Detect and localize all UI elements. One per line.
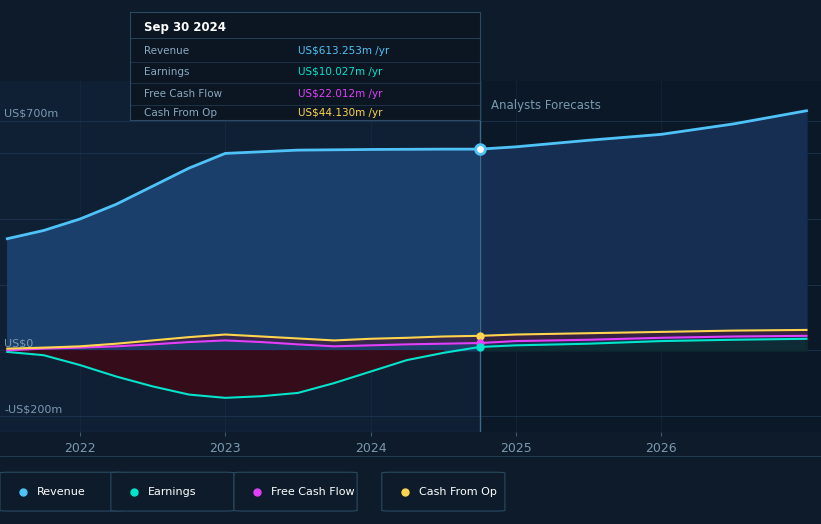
Bar bbox=[479, 81, 821, 432]
FancyBboxPatch shape bbox=[234, 472, 357, 511]
Text: Analysts Forecasts: Analysts Forecasts bbox=[491, 99, 601, 112]
Text: Revenue: Revenue bbox=[37, 487, 85, 497]
Text: Free Cash Flow: Free Cash Flow bbox=[271, 487, 355, 497]
Text: US$700m: US$700m bbox=[4, 109, 58, 119]
FancyBboxPatch shape bbox=[0, 472, 123, 511]
Text: US$22.012m /yr: US$22.012m /yr bbox=[298, 89, 383, 99]
FancyBboxPatch shape bbox=[382, 472, 505, 511]
Text: Revenue: Revenue bbox=[144, 46, 189, 56]
Text: -US$200m: -US$200m bbox=[4, 404, 62, 414]
Text: Past: Past bbox=[443, 99, 468, 112]
Text: Sep 30 2024: Sep 30 2024 bbox=[144, 20, 226, 34]
Text: Earnings: Earnings bbox=[144, 68, 190, 78]
Text: US$0: US$0 bbox=[4, 339, 34, 348]
Bar bbox=[0, 81, 479, 432]
Text: US$10.027m /yr: US$10.027m /yr bbox=[298, 68, 383, 78]
Text: US$44.130m /yr: US$44.130m /yr bbox=[298, 108, 383, 118]
Text: Cash From Op: Cash From Op bbox=[144, 108, 217, 118]
FancyBboxPatch shape bbox=[111, 472, 234, 511]
Text: US$613.253m /yr: US$613.253m /yr bbox=[298, 46, 389, 56]
Text: Free Cash Flow: Free Cash Flow bbox=[144, 89, 222, 99]
Text: Cash From Op: Cash From Op bbox=[419, 487, 497, 497]
Text: Earnings: Earnings bbox=[148, 487, 196, 497]
